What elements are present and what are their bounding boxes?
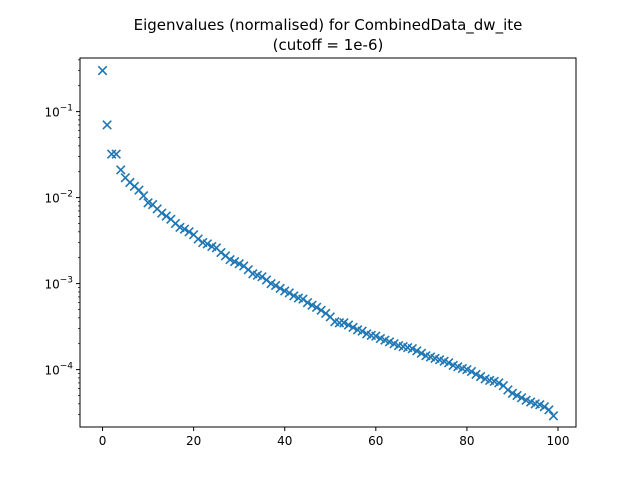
data-point-marker (466, 366, 477, 377)
data-point-marker (357, 326, 367, 336)
data-point-marker (138, 191, 149, 201)
data-point-marker (216, 247, 226, 258)
data-point-marker (539, 401, 550, 412)
data-point-marker (156, 208, 167, 218)
plot-frame (79, 57, 577, 428)
data-point-marker (179, 224, 190, 234)
data-point-marker (115, 165, 126, 175)
chart-title-line-2: (cutoff = 1e-6) (273, 36, 384, 54)
data-markers (97, 65, 559, 421)
data-point-marker (339, 318, 349, 328)
data-point-marker (494, 378, 504, 388)
y-tick-label: 10−4 (44, 362, 73, 378)
x-tick-label: 20 (186, 434, 201, 448)
data-point-marker (161, 211, 172, 221)
x-tick-label: 80 (459, 434, 474, 448)
data-point-marker (234, 259, 244, 269)
data-point-marker (275, 283, 285, 294)
y-tick-label: 10−3 (44, 276, 73, 292)
data-point-marker (475, 371, 486, 382)
data-point-marker (416, 348, 427, 358)
data-point-marker (97, 65, 108, 76)
data-point-marker (407, 343, 418, 354)
data-point-marker (548, 411, 559, 421)
data-point-marker (316, 305, 326, 316)
data-point-marker (443, 358, 454, 368)
chart-title-line-1: Eigenvalues (normalised) for CombinedDat… (134, 16, 523, 35)
data-point-marker (544, 405, 554, 415)
data-point-marker (184, 227, 194, 237)
data-point-marker (202, 239, 213, 249)
data-point-marker (311, 302, 322, 313)
y-tick-label: 10−2 (44, 190, 73, 206)
x-tick-label: 60 (368, 434, 383, 448)
y-tick-label: 10−1 (44, 104, 73, 120)
data-point-marker (516, 393, 527, 403)
y-axis-ticks: 10−1 10−2 10−3 10−4 (44, 59, 80, 415)
x-tick-label: 0 (99, 434, 107, 448)
data-point-marker (302, 297, 313, 308)
data-point-marker (343, 320, 354, 330)
x-axis-ticks: 0 20 40 60 80 100 (99, 427, 570, 448)
x-tick-label: 100 (547, 434, 570, 448)
data-point-marker (284, 288, 295, 298)
data-point-marker (471, 369, 481, 380)
x-tick-label: 40 (277, 434, 292, 448)
data-point-marker (512, 390, 522, 401)
data-point-marker (257, 272, 267, 282)
data-point-marker (270, 280, 281, 291)
data-point-marker (412, 346, 422, 356)
data-point-marker (348, 322, 358, 333)
data-point-marker (102, 120, 112, 130)
data-point-marker (111, 149, 121, 159)
data-point-marker (371, 331, 381, 341)
data-point-marker (503, 385, 513, 395)
